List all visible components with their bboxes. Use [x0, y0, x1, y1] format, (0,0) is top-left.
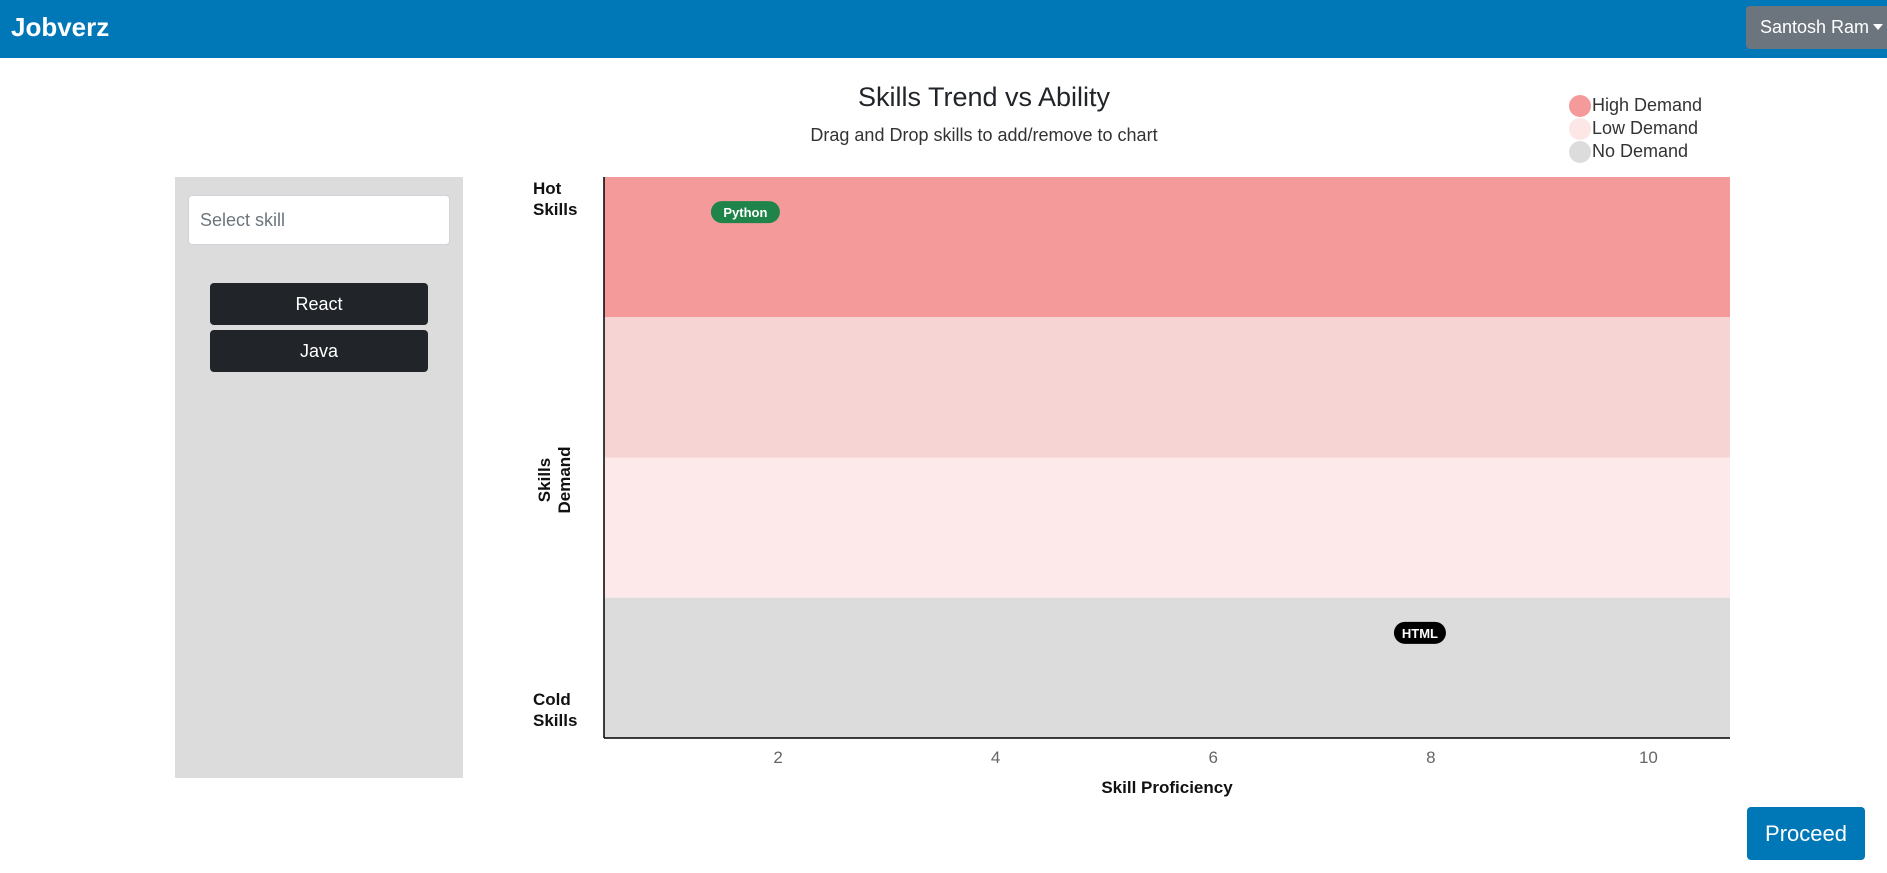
legend: High Demand Low Demand No Demand	[1568, 94, 1702, 163]
chart-header: Skills Trend vs Ability Drag and Drop sk…	[600, 82, 1368, 146]
skill-search-input[interactable]	[188, 195, 450, 245]
hot-skills-label: Hot Skills	[533, 179, 577, 219]
demand-band-1[interactable]	[604, 317, 1730, 458]
skill-point-html[interactable]	[1393, 621, 1446, 644]
cold-skills-label-line: Cold	[533, 690, 571, 709]
brand-logo[interactable]: Jobverz	[11, 12, 110, 42]
skill-chip-java[interactable]: Java	[210, 330, 428, 372]
y-axis-label-line: Demand	[555, 446, 574, 513]
legend-item-low-demand: Low Demand	[1568, 117, 1702, 140]
low-demand-dot-icon	[1569, 118, 1591, 140]
x-tick-label-6: 6	[1209, 748, 1218, 767]
x-tick-label-4: 4	[991, 748, 1000, 767]
legend-item-no-demand: No Demand	[1568, 140, 1702, 163]
demand-band-2[interactable]	[604, 457, 1730, 598]
hot-skills-label-line: Hot	[533, 179, 562, 198]
legend-label: Low Demand	[1592, 118, 1699, 138]
skill-chip-react[interactable]: React	[210, 283, 428, 325]
legend-item-high-demand: High Demand	[1568, 94, 1702, 117]
y-axis-label-line: Skills	[535, 458, 554, 502]
x-tick-label-10: 10	[1639, 748, 1658, 767]
high-demand-dot-icon	[1569, 95, 1591, 117]
demand-band-0[interactable]	[604, 177, 1730, 318]
caret-down-icon	[1873, 24, 1883, 30]
x-tick-label-8: 8	[1426, 748, 1435, 767]
hot-skills-label-line: Skills	[533, 200, 577, 219]
page-subtitle: Drag and Drop skills to add/remove to ch…	[810, 125, 1158, 145]
proceed-button[interactable]: Proceed	[1747, 807, 1865, 860]
legend-label: High Demand	[1592, 95, 1703, 115]
skill-point-python[interactable]	[710, 201, 780, 224]
x-tick-label-2: 2	[773, 748, 782, 767]
skill-point-label-python: Python	[723, 205, 767, 220]
y-axis-label: SkillsDemand	[535, 446, 574, 513]
skill-point-label-html: HTML	[1402, 626, 1438, 641]
demand-band-3[interactable]	[604, 597, 1730, 738]
legend-label: No Demand	[1592, 141, 1689, 161]
user-menu-button[interactable]: Santosh Ram	[1745, 6, 1887, 49]
user-name: Santosh Ram	[1759, 17, 1869, 37]
skills-sidebar[interactable]: React Java	[175, 177, 463, 778]
navbar: Jobverz Santosh Ram	[0, 0, 1887, 58]
cold-skills-label: Cold Skills	[533, 690, 577, 730]
page-title: Skills Trend vs Ability	[857, 82, 1111, 112]
cold-skills-label-line: Skills	[533, 711, 577, 730]
x-axis-label: Skill Proficiency	[1101, 778, 1233, 797]
no-demand-dot-icon	[1569, 141, 1591, 163]
skills-chart[interactable]: 2 4 6 8 10 Skill Proficiency SkillsDemand Hot Sk…	[520, 170, 1750, 810]
